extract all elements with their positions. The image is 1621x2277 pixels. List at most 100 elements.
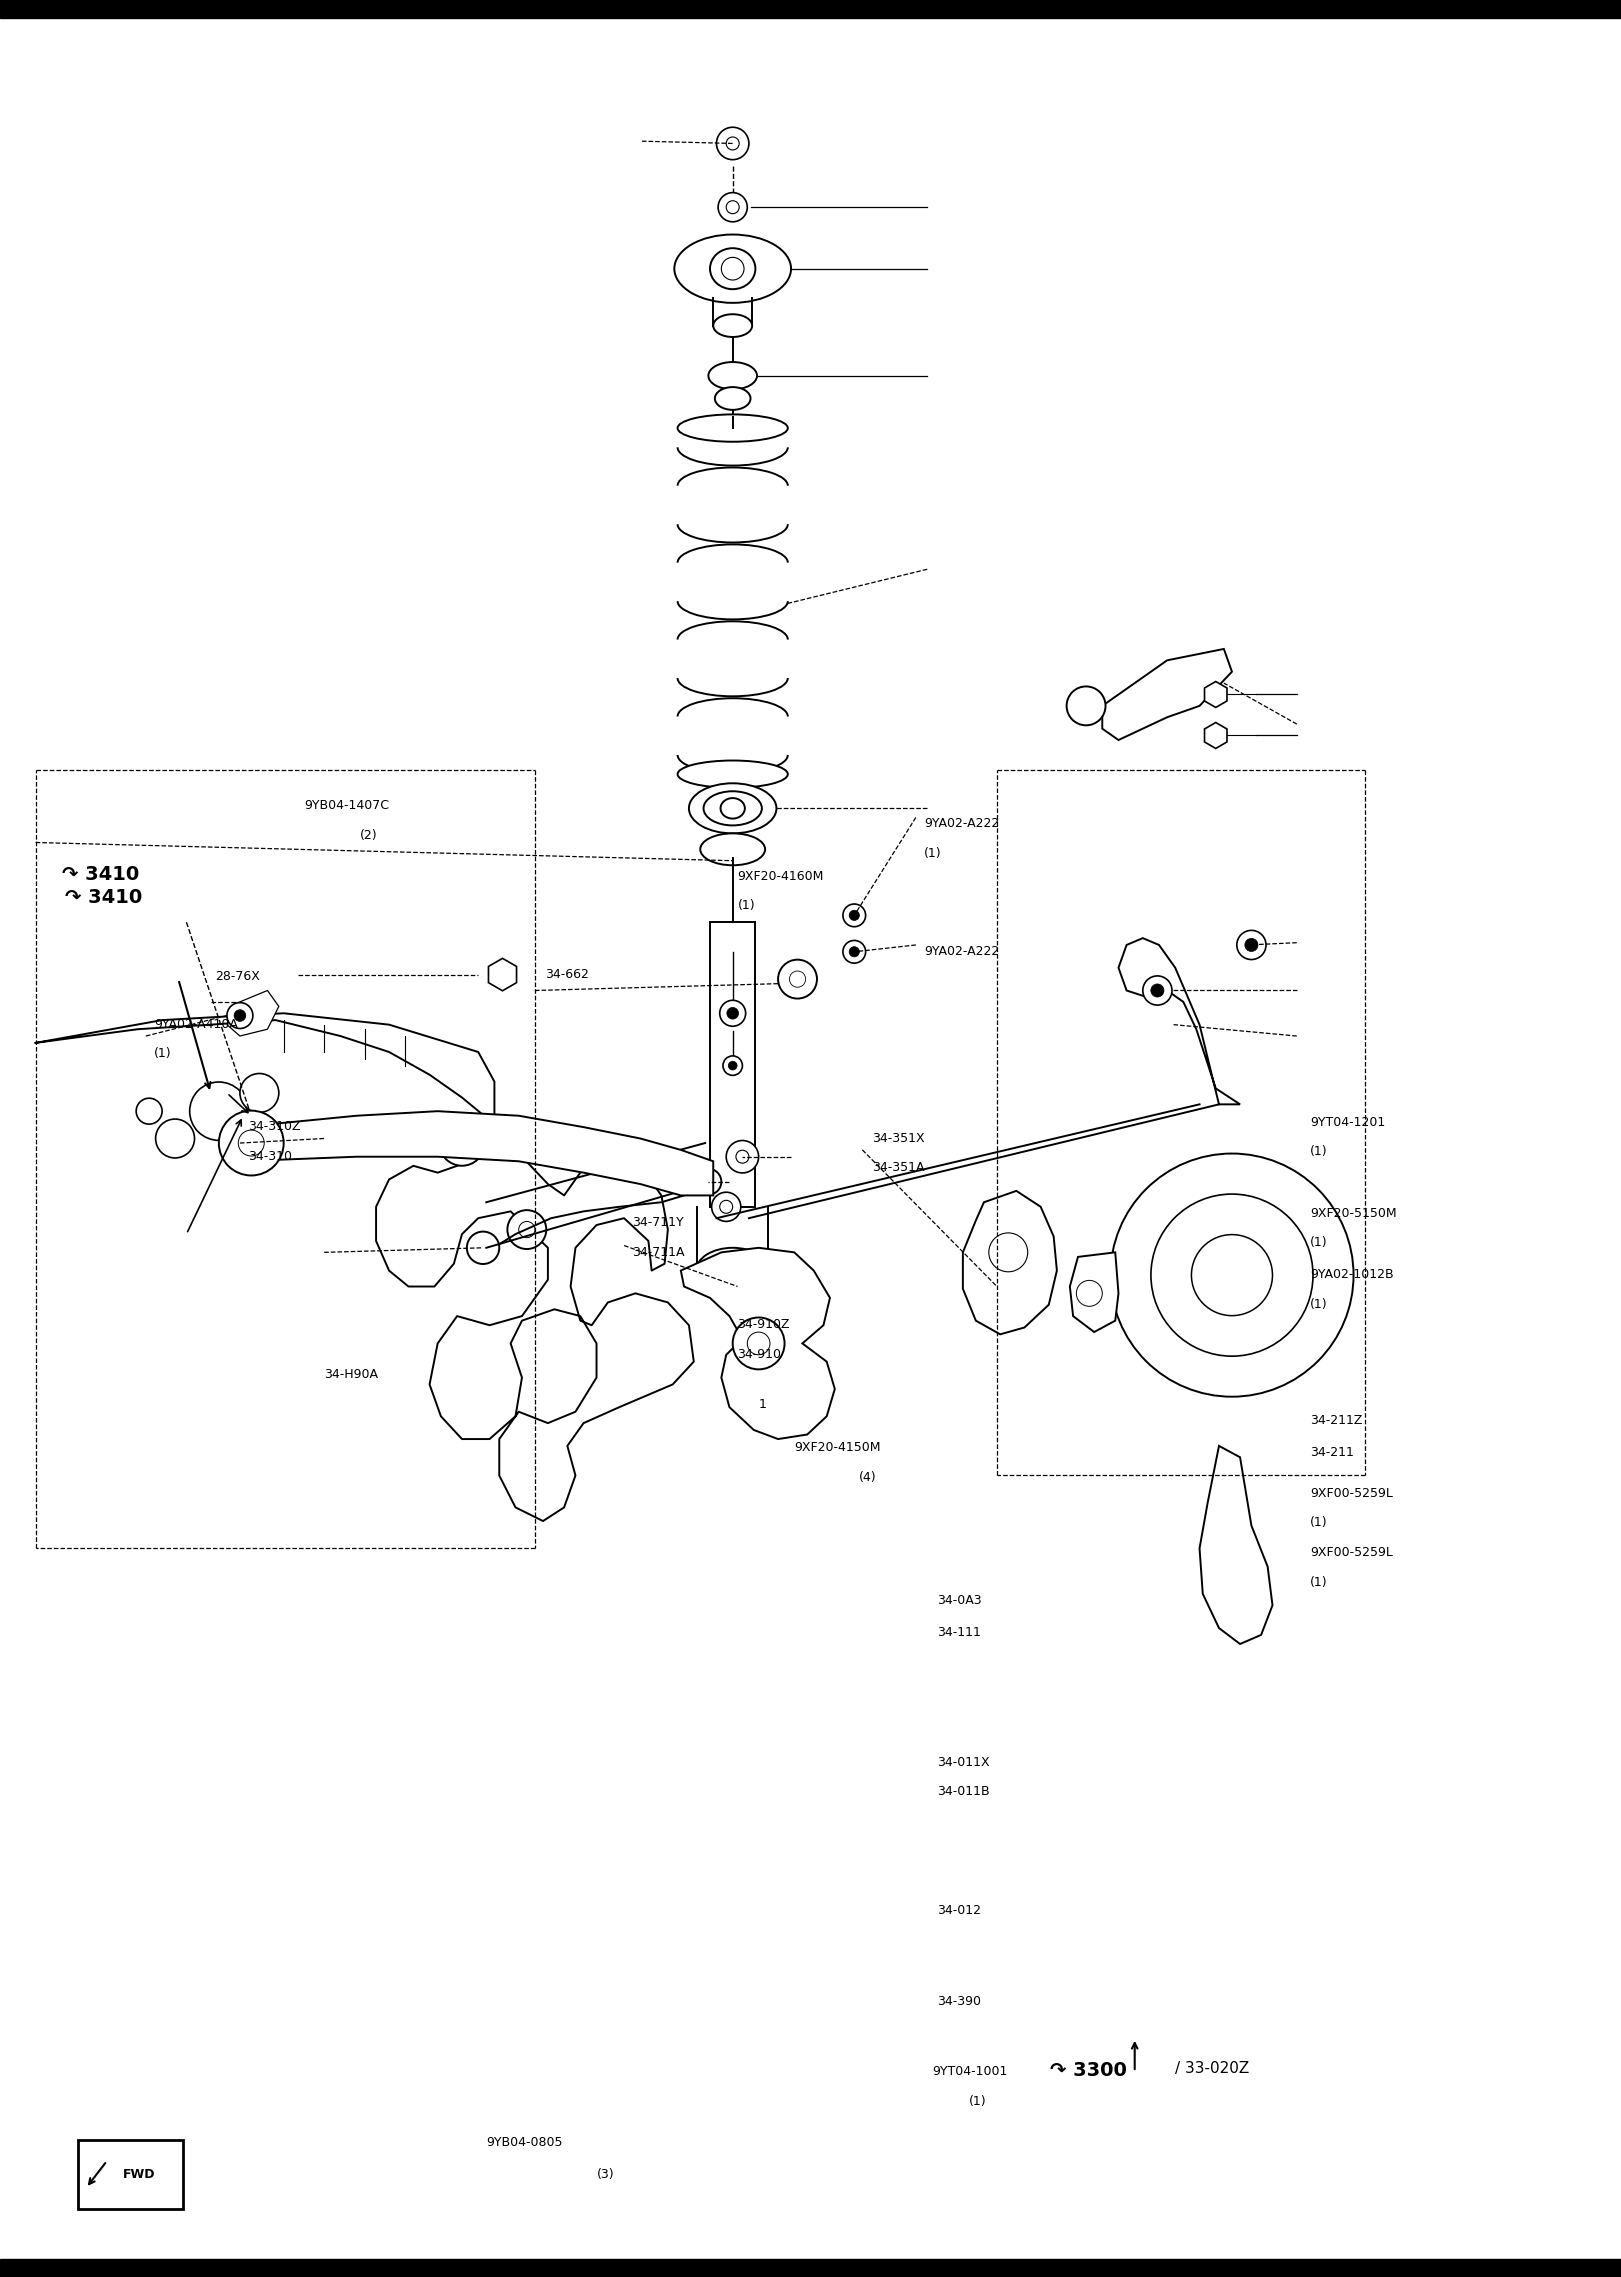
Text: 34-012: 34-012	[937, 1904, 981, 1917]
Circle shape	[726, 137, 739, 150]
Circle shape	[778, 959, 817, 1000]
Circle shape	[849, 947, 859, 956]
Text: 9XF20-4150M: 9XF20-4150M	[794, 1441, 880, 1455]
Bar	[0, 0, 1621, 18]
Polygon shape	[488, 959, 517, 990]
Text: / 33-020Z: / 33-020Z	[1175, 2061, 1250, 2077]
Text: 34-351A: 34-351A	[872, 1161, 924, 1175]
Circle shape	[695, 1168, 721, 1195]
Polygon shape	[1200, 1446, 1272, 1644]
Text: (1): (1)	[1310, 1236, 1328, 1250]
Text: 9XF00-5259L: 9XF00-5259L	[1310, 1546, 1392, 1560]
Circle shape	[1151, 984, 1164, 997]
Text: 34-662: 34-662	[545, 968, 588, 981]
Ellipse shape	[708, 362, 757, 389]
Text: 28-76X: 28-76X	[216, 970, 261, 984]
Polygon shape	[681, 1248, 835, 1439]
Polygon shape	[1204, 681, 1227, 708]
Circle shape	[843, 904, 866, 927]
Circle shape	[1151, 1193, 1313, 1357]
Polygon shape	[227, 990, 279, 1036]
Ellipse shape	[713, 314, 752, 337]
Text: FWD: FWD	[123, 2168, 156, 2181]
Circle shape	[519, 1220, 535, 1239]
Text: 9YA02-A410A: 9YA02-A410A	[154, 1018, 238, 1031]
Text: 34-390: 34-390	[937, 1995, 981, 2008]
Text: (3): (3)	[597, 2168, 614, 2181]
Circle shape	[728, 1061, 738, 1070]
Polygon shape	[1070, 1252, 1118, 1332]
Circle shape	[720, 1000, 746, 1027]
Circle shape	[1076, 1280, 1102, 1307]
Text: 9XF20-4160M: 9XF20-4160M	[738, 870, 823, 883]
Ellipse shape	[678, 414, 788, 442]
Circle shape	[467, 1232, 499, 1264]
Ellipse shape	[700, 833, 765, 865]
Circle shape	[733, 1318, 785, 1368]
Text: 34-910Z: 34-910Z	[738, 1318, 789, 1332]
Circle shape	[1237, 931, 1266, 959]
Ellipse shape	[678, 761, 788, 788]
Text: ↷ 3410: ↷ 3410	[65, 888, 143, 906]
Circle shape	[726, 200, 739, 214]
Text: (1): (1)	[738, 899, 755, 913]
Circle shape	[721, 257, 744, 280]
Text: 1: 1	[759, 1398, 767, 1412]
Circle shape	[718, 194, 747, 221]
Circle shape	[439, 1120, 485, 1166]
Text: 9XF20-5150M: 9XF20-5150M	[1310, 1207, 1396, 1220]
Text: (4): (4)	[859, 1471, 877, 1485]
Bar	[710, 922, 755, 1207]
Text: (1): (1)	[154, 1047, 172, 1061]
Text: 34-0A3: 34-0A3	[937, 1594, 982, 1608]
Text: 9YT04-1201: 9YT04-1201	[1310, 1116, 1384, 1129]
Text: 34-910: 34-910	[738, 1348, 781, 1362]
Text: 9YA02-1012B: 9YA02-1012B	[1310, 1268, 1394, 1282]
Text: 9YB04-1407C: 9YB04-1407C	[305, 799, 389, 813]
Circle shape	[190, 1082, 248, 1141]
Text: (1): (1)	[1310, 1516, 1328, 1530]
Text: 34-211Z: 34-211Z	[1310, 1414, 1362, 1428]
Circle shape	[712, 1193, 741, 1220]
Text: (1): (1)	[1310, 1145, 1328, 1159]
Ellipse shape	[697, 1248, 768, 1293]
Circle shape	[843, 940, 866, 963]
Circle shape	[240, 1072, 279, 1113]
Circle shape	[726, 1141, 759, 1173]
Text: (1): (1)	[1310, 1298, 1328, 1312]
Text: 34-711A: 34-711A	[632, 1246, 684, 1259]
Text: 34-011B: 34-011B	[937, 1785, 989, 1799]
Text: 9YT04-1001: 9YT04-1001	[932, 2065, 1007, 2079]
Circle shape	[716, 128, 749, 159]
Text: 34-310Z: 34-310Z	[248, 1120, 300, 1134]
Text: ↷ 3300: ↷ 3300	[1050, 2061, 1127, 2079]
Circle shape	[227, 1002, 253, 1029]
Text: 34-211: 34-211	[1310, 1446, 1354, 1460]
Text: 9YA02-A222: 9YA02-A222	[924, 817, 999, 831]
Text: (1): (1)	[1310, 1576, 1328, 1589]
Text: 34-111: 34-111	[937, 1626, 981, 1639]
Circle shape	[219, 1111, 284, 1175]
Text: ↷ 3410: ↷ 3410	[62, 865, 139, 883]
Text: 34-H90A: 34-H90A	[324, 1368, 378, 1382]
Circle shape	[1191, 1234, 1272, 1316]
Circle shape	[156, 1118, 195, 1159]
Circle shape	[716, 1255, 749, 1287]
Circle shape	[238, 1129, 264, 1157]
Circle shape	[736, 1150, 749, 1164]
Text: (2): (2)	[360, 829, 378, 842]
Ellipse shape	[689, 783, 776, 833]
Ellipse shape	[674, 235, 791, 303]
Circle shape	[233, 1009, 246, 1022]
Text: 34-351X: 34-351X	[872, 1132, 924, 1145]
Text: 9YA02-A222: 9YA02-A222	[924, 945, 999, 959]
Circle shape	[494, 965, 511, 984]
Circle shape	[989, 1232, 1028, 1273]
Circle shape	[723, 1057, 742, 1075]
Polygon shape	[240, 1111, 713, 1195]
Ellipse shape	[704, 790, 762, 827]
Text: 9YB04-0805: 9YB04-0805	[486, 2136, 562, 2149]
Circle shape	[136, 1098, 162, 1125]
Circle shape	[720, 1200, 733, 1214]
Polygon shape	[963, 1191, 1057, 1334]
